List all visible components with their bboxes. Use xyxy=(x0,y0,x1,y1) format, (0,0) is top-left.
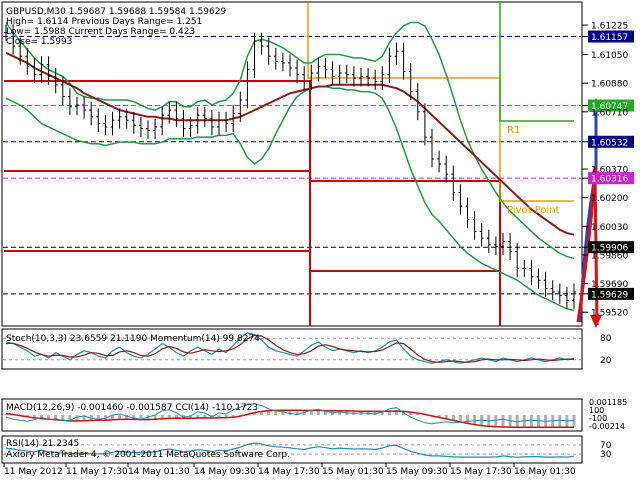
upper-band-line xyxy=(5,21,575,260)
info-box: GBPUSD,M30 1.59687 1.59688 1.59584 1.596… xyxy=(6,7,226,47)
price-tick-label: 1.60316 xyxy=(591,175,628,185)
time-tick-label: 14 May 01:30 xyxy=(128,467,190,477)
rsi-panel[interactable]: RSI(14) 21.2345 Axiory MetaTrader 4, © 2… xyxy=(1,435,612,464)
stochastic-lines xyxy=(3,332,581,365)
macd-tick-label: -0.00214 xyxy=(589,422,625,431)
price-tick-label: 1.61050 xyxy=(591,51,628,61)
price-tick-label: 1.59629 xyxy=(591,290,628,300)
red-arrow-head-down xyxy=(590,315,602,328)
price-tick-label: 1.60370 xyxy=(591,166,628,176)
rsi-tick-label: 30 xyxy=(600,450,612,460)
price-bars xyxy=(4,24,576,309)
time-tick-label: 15 May 17:30 xyxy=(450,467,512,477)
time-tick-label: 14 May 09:30 xyxy=(194,467,256,477)
pivot-point-label: Pivot Point xyxy=(507,205,560,216)
price-tick-label: 1.60710 xyxy=(591,108,628,118)
time-tick-label: 11 May 17:30 xyxy=(66,467,128,477)
info-line-3: Close= 1.5993 xyxy=(6,37,72,47)
price-tick-label: 1.61225 xyxy=(591,22,628,32)
stochastic-tick-label: 20 xyxy=(600,356,612,366)
time-tick-label: 14 May 17:30 xyxy=(258,467,320,477)
copyright-text: Axiory MetaTrader 4, © 2001-2011 MetaQuo… xyxy=(6,450,290,460)
price-tick-label: 1.60747 xyxy=(591,102,628,112)
support-level-line xyxy=(4,250,311,326)
macd-signal-line xyxy=(5,409,574,428)
info-line-1: High= 1.6114 Previous Days Range= 1.251 xyxy=(6,17,202,27)
moving-average-line xyxy=(5,51,575,236)
stochastic-panel[interactable]: Stoch(10,3,3) 23.6559 21.1190 Momentum(1… xyxy=(1,328,612,370)
info-line-2: Low= 1.5988 Current Days Range= 0.423 xyxy=(6,27,195,37)
price-tick-label: 1.59906 xyxy=(591,244,628,254)
rsi-value-line xyxy=(5,442,575,458)
price-tick-label: 1.60200 xyxy=(591,194,628,204)
price-tick-label: 1.60532 xyxy=(591,138,628,148)
time-axis: 11 May 2012 11 May 17:30 14 May 01:30 14 Ma… xyxy=(3,463,576,477)
pivot-levels xyxy=(4,3,574,326)
main-grid xyxy=(3,36,581,295)
stochastic-header: Stoch(10,3,3) 23.6559 21.1190 Momentum(1… xyxy=(6,334,260,344)
price-tick-label: 1.60880 xyxy=(591,80,628,90)
symbol-line: GBPUSD,M30 1.59687 1.59688 1.59584 1.596… xyxy=(6,7,226,17)
price-label-box xyxy=(588,241,634,254)
r1-line xyxy=(499,3,574,122)
macd-panel[interactable]: MACD(12,26,9) -0.001460 -0.001587 CCI(14… xyxy=(1,398,627,432)
price-label-box xyxy=(588,99,634,112)
price-tick-label: 1.61157 xyxy=(591,33,628,43)
stochastic-axis: 80 20 xyxy=(600,334,612,366)
rsi-line xyxy=(3,442,581,458)
macd-tick-label: 0.001185 xyxy=(589,398,627,407)
time-tick-label: 15 May 09:30 xyxy=(386,467,448,477)
macd-lines xyxy=(4,403,576,428)
stochastic-signal-line xyxy=(5,334,575,363)
price-label-box xyxy=(588,135,634,148)
rsi-tick-label: 70 xyxy=(600,441,612,451)
stochastic-tick-label: 80 xyxy=(600,334,612,344)
lower-band-line xyxy=(5,85,575,312)
time-tick-label: 16 May 01:30 xyxy=(514,467,576,477)
macd-tick-label: -100 xyxy=(589,414,607,423)
price-label-box xyxy=(588,287,634,300)
price-tick-label: 1.59690 xyxy=(591,280,628,290)
time-tick-label: 11 May 2012 xyxy=(4,467,63,477)
cci-line xyxy=(5,403,574,425)
price-label-box xyxy=(588,30,634,43)
bollinger-bands xyxy=(5,21,575,312)
moving-average xyxy=(5,51,575,236)
price-tick-label: 1.59520 xyxy=(591,309,628,319)
rsi-header: RSI(14) 21.2345 xyxy=(6,439,79,449)
stochastic-main-line xyxy=(5,332,575,365)
macd-tick-label: 100 xyxy=(589,406,604,415)
price-tick-label: 1.60030 xyxy=(591,223,628,233)
time-tick-label: 15 May 01:30 xyxy=(322,467,384,477)
price-tick-label: 1.59860 xyxy=(591,251,628,261)
price-label-box xyxy=(588,172,634,185)
macd-header: MACD(12,26,9) -0.001460 -0.001587 CCI(14… xyxy=(6,403,258,413)
r1-label: R1 xyxy=(507,125,520,136)
